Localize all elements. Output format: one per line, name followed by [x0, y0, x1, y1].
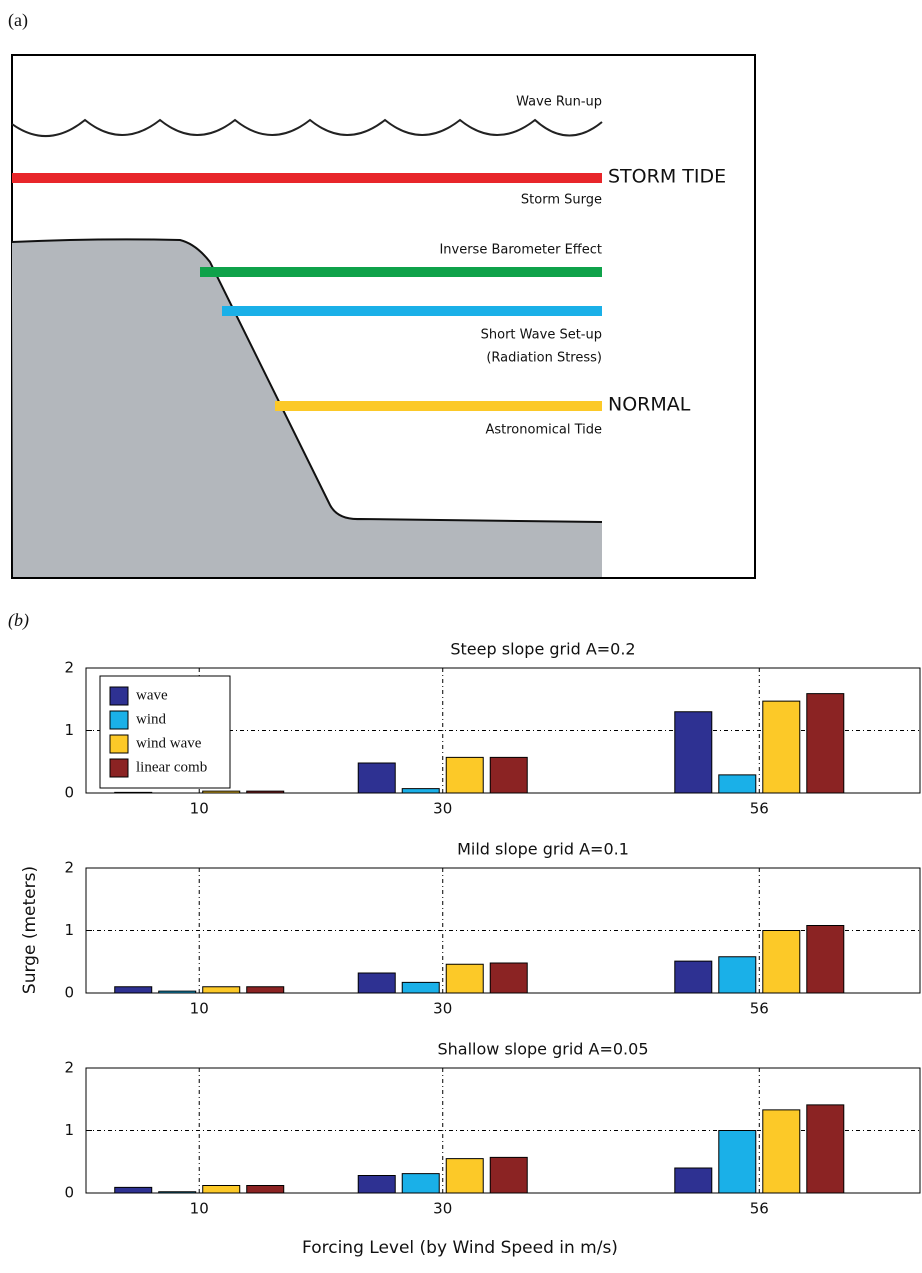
- bar: [807, 926, 844, 994]
- bar: [358, 973, 395, 993]
- bar: [719, 1131, 756, 1194]
- bar: [358, 1176, 395, 1194]
- bar: [358, 763, 395, 793]
- panel-label: (a): [8, 10, 28, 31]
- panel-label: (b): [8, 610, 29, 631]
- diagram-label: Short Wave Set-up: [481, 328, 602, 343]
- page: (a) Wave Run-up STORM TIDE Storm Surge I…: [0, 0, 922, 1273]
- bar: [203, 987, 240, 993]
- diagram-label: Astronomical Tide: [485, 423, 602, 438]
- y-tick-label: 1: [64, 721, 74, 739]
- bar: [763, 701, 800, 793]
- chart-title: Mild slope grid A=0.1: [457, 840, 629, 859]
- chart-title: Shallow slope grid A=0.05: [437, 1040, 648, 1059]
- y-tick-label: 1: [64, 921, 74, 939]
- diagram-label: Wave Run-up: [516, 95, 602, 110]
- bar: [402, 1174, 439, 1193]
- bar: [763, 1110, 800, 1193]
- bar: [490, 757, 527, 793]
- bar: [115, 987, 152, 993]
- x-tick-label: 56: [750, 1000, 769, 1018]
- bar: [446, 1159, 483, 1193]
- diagram-label: Inverse Barometer Effect: [439, 243, 602, 258]
- diagram-label: Storm Surge: [521, 193, 602, 208]
- bar: [675, 961, 712, 993]
- x-tick-label: 30: [433, 1000, 452, 1018]
- x-tick-label: 30: [433, 800, 452, 818]
- legend-swatch: [110, 759, 128, 777]
- x-tick-label: 10: [190, 800, 209, 818]
- bar: [402, 789, 439, 793]
- x-tick-label: 56: [750, 1200, 769, 1218]
- legend-label: wind wave: [136, 735, 202, 751]
- bar: [763, 931, 800, 994]
- y-tick-label: 2: [64, 659, 74, 677]
- bar: [247, 987, 284, 993]
- x-axis-label: Forcing Level (by Wind Speed in m/s): [302, 1238, 618, 1258]
- bar: [402, 982, 439, 993]
- x-tick-label: 10: [190, 1000, 209, 1018]
- diagram-label: STORM TIDE: [608, 166, 726, 188]
- bar: [446, 964, 483, 993]
- bar: [719, 775, 756, 793]
- x-tick-label: 30: [433, 1200, 452, 1218]
- bar: [675, 1168, 712, 1193]
- y-axis-label: Surge (meters): [20, 866, 40, 994]
- bar: [807, 1105, 844, 1193]
- bar: [247, 1186, 284, 1194]
- bar: [446, 757, 483, 793]
- y-tick-label: 0: [64, 984, 74, 1002]
- x-tick-label: 10: [190, 1200, 209, 1218]
- bar: [490, 963, 527, 993]
- bar: [203, 1186, 240, 1194]
- legend-label: linear comb: [136, 759, 207, 775]
- diagram-label: NORMAL: [608, 394, 691, 416]
- legend-label: wind: [136, 711, 167, 727]
- bar: [807, 694, 844, 793]
- y-tick-label: 0: [64, 784, 74, 802]
- diagram: Wave Run-up STORM TIDE Storm Surge Inver…: [12, 55, 755, 578]
- figure: (a) Wave Run-up STORM TIDE Storm Surge I…: [0, 0, 922, 1273]
- chart-title: Steep slope grid A=0.2: [450, 640, 635, 659]
- legend-label: wave: [136, 687, 168, 703]
- y-tick-label: 1: [64, 1121, 74, 1139]
- legend-swatch: [110, 711, 128, 729]
- legend-swatch: [110, 687, 128, 705]
- legend-swatch: [110, 735, 128, 753]
- y-tick-label: 2: [64, 1059, 74, 1077]
- y-tick-label: 2: [64, 859, 74, 877]
- bar: [115, 1187, 152, 1193]
- bar: [719, 957, 756, 993]
- diagram-label: (Radiation Stress): [486, 351, 602, 366]
- bar: [490, 1157, 527, 1193]
- bar: [675, 712, 712, 793]
- x-tick-label: 56: [750, 800, 769, 818]
- y-tick-label: 0: [64, 1184, 74, 1202]
